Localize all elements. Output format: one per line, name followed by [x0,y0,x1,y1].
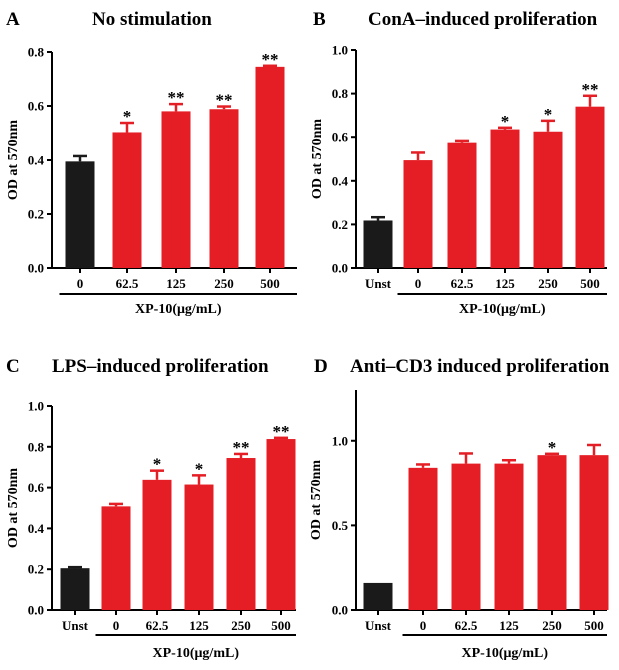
panel-b-bar [490,129,520,268]
panel-c-y-tick-label: 0.8 [28,439,45,454]
panel-a-significance: ** [216,91,233,110]
panel-a-category-label: 125 [166,276,186,291]
panel-c-y-tick-label: 0.0 [28,603,44,618]
panel-a-significance: * [123,107,132,126]
panel-c-significance: * [195,459,204,478]
panel-a-y-tick-label: 0.2 [28,207,44,222]
panel-c-y-tick-label: 0.2 [28,562,44,577]
panel-c-letter: C [6,356,20,377]
panel-a-title: No stimulation [92,9,212,30]
panel-c-y-tick-label: 1.0 [28,399,44,414]
panel-b-y-tick-label: 0.6 [332,130,349,145]
panel-c-y-tick-label: 0.4 [28,521,45,536]
panel-c-category-label: 125 [189,618,209,633]
panel-d-bar [363,582,393,610]
panel-b-category-label: 500 [580,276,600,291]
panel-a-significance: ** [262,50,279,69]
panel-c-x-axis-title: XP-10(μg/mL) [153,646,240,661]
panel-d-category-label: 62.5 [455,618,478,633]
panel-c-category-label: 62.5 [146,618,169,633]
panel-b-bar [533,131,563,268]
panel-a-y-tick-label: 0.6 [28,99,45,114]
panel-d-category-label: 0 [420,618,427,633]
panel-d-bar [408,467,438,610]
panel-c-bar [226,458,256,610]
panel-b-bar [575,106,605,269]
panel-a-bar [65,161,95,268]
panel-a-category-label: 250 [214,276,234,291]
panel-b-significance: * [501,112,510,131]
panel-a-y-tick-label: 0.0 [28,261,44,276]
panel-a-x-axis-title: XP-10(μg/mL) [135,302,222,317]
panel-c-title: LPS–induced proliferation [52,356,269,377]
panel-a-y-tick-label: 0.4 [28,153,45,168]
panel-b-title: ConA–induced proliferation [368,9,598,30]
panel-a-bar [209,109,239,269]
panel-b-y-tick-label: 1.0 [332,43,348,58]
panel-d-x-axis-title: XP-10(μg/mL) [462,646,549,661]
panel-b-significance: ** [582,80,599,99]
panel-c-bar [60,568,90,610]
panel-b-x-axis-title: XP-10(μg/mL) [459,302,546,317]
panel-a: A No stimulation 0.0 0.2 0.4 0.6 0.8 OD at 570n… [6,9,297,317]
panel-b-letter: B [313,9,326,30]
panel-c-bar [142,479,172,610]
panel-d: D Anti–CD3 induced proliferation 0.0 0.5 1.0… [309,356,610,661]
panel-d-bar [451,463,481,610]
panel-a-category-label: 500 [260,276,280,291]
panel-c-y-axis-title: OD at 570nm [6,468,21,548]
panel-d-category-label: 250 [542,618,562,633]
panel-d-bar [494,463,524,610]
panel-b-category-label: 250 [538,276,558,291]
panel-d-category-label: 125 [499,618,519,633]
panel-d-category-label: Unst [365,618,392,633]
panel-c-bar [184,484,214,610]
panel-c-y-tick-label: 0.6 [28,480,45,495]
panel-a-y-axis-title: OD at 570nm [6,120,21,200]
panel-b-y-axis-title: OD at 570nm [310,119,325,199]
panel-c-category-label: 0 [113,618,120,633]
panel-a-significance: ** [168,88,185,107]
panel-d-y-tick-label: 0.5 [332,518,349,533]
panel-b-category-label: 62.5 [451,276,474,291]
panel-a-bar [255,66,285,268]
panel-c-significance: ** [233,438,250,457]
panel-b-category-label: 125 [495,276,515,291]
panel-b-y-tick-label: 0.2 [332,217,348,232]
panel-d-y-tick-label: 1.0 [332,433,348,448]
panel-b-bar [403,160,433,268]
panel-a-category-label: 0 [77,276,84,291]
panel-b-category-label: Unst [365,276,392,291]
panel-b-y-tick-label: 0.4 [332,173,349,188]
panel-b: B ConA–induced proliferation 0.0 0.2 0.4 0.6 0… [310,9,607,317]
panel-c-category-label: 250 [231,618,251,633]
panel-c-category-label: Unst [62,618,89,633]
panel-d-bar [537,455,567,610]
panel-c: C LPS–induced proliferation 0.0 0.2 0.4 0.6 0.… [6,356,296,661]
panel-a-y-tick-label: 0.8 [28,45,45,60]
panel-a-bar [161,111,191,269]
panel-b-y-tick-label: 0.0 [332,261,348,276]
panel-d-category-label: 500 [584,618,604,633]
panel-d-y-tick-label: 0.0 [332,603,348,618]
panel-c-significance: * [153,455,162,474]
panel-a-letter: A [6,9,20,30]
panel-c-bar [266,439,296,610]
panel-d-y-axis-title: OD at 570nm [309,460,324,540]
panel-a-bar [112,132,142,268]
panel-d-significance: * [548,438,557,457]
panel-c-category-label: 500 [271,618,291,633]
panel-b-category-label: 0 [415,276,422,291]
panel-d-letter: D [314,356,328,377]
panel-b-bar [447,142,477,268]
panel-d-title: Anti–CD3 induced proliferation [350,356,610,377]
panel-d-bar [579,455,609,610]
panel-c-significance: ** [273,422,290,441]
panel-a-category-label: 62.5 [116,276,139,291]
panel-b-y-tick-label: 0.8 [332,86,349,101]
panel-b-bar [363,220,393,268]
panel-c-bar [101,506,131,610]
panel-b-significance: * [544,105,553,124]
